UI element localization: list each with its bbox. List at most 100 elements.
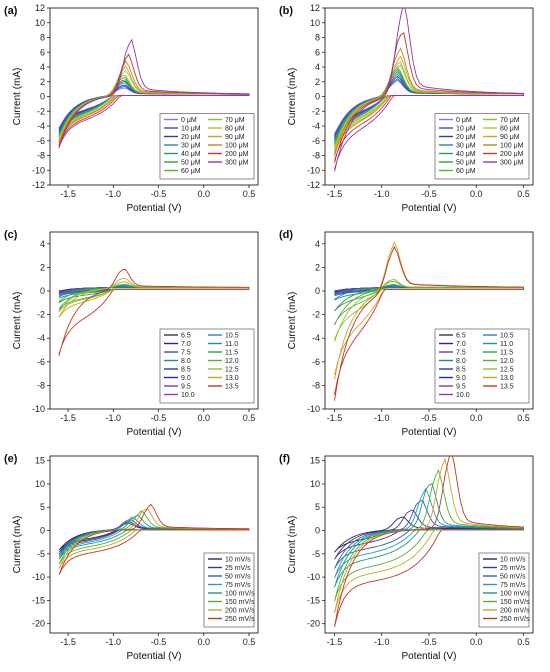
y-tick-label: 15 [310,456,320,466]
y-tick-label: -20 [32,619,45,629]
y-tick-label: -4 [312,333,320,343]
legend-label: 13.0 [225,375,239,382]
panel-d: (d) -1.5 -1.0 -0.5 0.0 0.5 -10 -8 -6 -4 -2 0 2 4 Poten… [275,224,550,448]
y-tick-label: 4 [40,62,45,72]
series-line [58,268,250,357]
legend-label: 0 μM [181,117,197,124]
y-tick-label: 5 [40,502,45,512]
x-axis-label: Potential (V) [401,203,456,214]
y-tick-label: -12 [32,180,45,190]
legend-label: 8.0 [181,358,191,365]
y-tick-label: -6 [312,136,320,146]
y-tick-label: 0 [40,526,45,536]
panel-c: (c) -1.5 -1.0 -0.5 0.0 0.5 -10 -8 -6 -4 -2 0 2 4 Poten… [0,224,275,448]
legend-label: 300 μM [500,160,524,167]
y-tick-label: 2 [40,77,45,87]
legend-label: 50 mV/s [500,574,526,581]
legend-label: 13.5 [500,384,514,391]
series-line [334,509,524,560]
series-line [334,8,524,172]
x-tick-label: 0.5 [517,189,530,199]
legend-label: 70 μM [500,117,520,124]
x-tick-label: -1.0 [374,413,390,423]
y-tick-label: -2 [312,106,320,116]
y-tick-label: -8 [37,151,45,161]
legend-label: 80 μM [225,126,245,133]
y-tick-label: -8 [312,380,320,390]
legend-label: 75 mV/s [500,582,526,589]
legend-label: 6.5 [456,333,466,340]
legend-label: 90 μM [225,134,245,141]
y-tick-label: -6 [37,357,45,367]
x-tick-label: -0.5 [421,189,437,199]
x-tick-label: -1.0 [374,189,390,199]
legend-label: 7.5 [456,350,466,357]
y-tick-label: -10 [32,572,45,582]
y-tick-label: 0 [315,92,320,102]
x-tick-label: -1.0 [106,413,122,423]
legend-label: 50 μM [456,160,476,167]
x-tick-label: -1.5 [60,413,76,423]
y-tick-label: -10 [307,165,320,175]
y-tick-label: -4 [312,121,320,131]
legend-box [478,552,530,628]
y-tick-label: -8 [312,151,320,161]
chart-a: (a) -1.5 -1.0 -0.5 0.0 0.5 -12 -10 -8 -6 -4 -2 0 2 4 6 8… [4,3,259,214]
legend-label: 100 μM [500,143,524,150]
legend-label: 10.0 [456,392,470,399]
legend-label: 10.5 [225,333,239,340]
panel-label: (b) [279,5,293,17]
x-tick-label: -0.5 [151,637,167,647]
panel-b: (b) -1.5 -1.0 -0.5 0.0 0.5 -12 -10 -8 -6 -4 -2 0 2 4 6 8… [275,0,550,224]
series-group [58,38,250,149]
x-tick-label: -0.5 [151,413,167,423]
y-tick-label: 12 [310,3,320,13]
y-axis-label: Current (mA) [12,516,23,574]
legend-label: 25 mV/s [225,565,251,572]
legend-label: 100 μM [225,143,249,150]
y-tick-label: 0 [315,286,320,296]
x-tick-label: -1.5 [327,413,343,423]
legend-label: 50 μM [181,160,201,167]
x-tick-label: -1.0 [106,637,122,647]
legend-label: 90 μM [500,134,520,141]
legend-label: 9.5 [181,384,191,391]
panel-label: (e) [4,453,18,465]
y-tick-label: -15 [307,595,320,605]
legend-label: 70 μM [225,117,245,124]
series-line [58,38,250,149]
legend-label: 10 mV/s [225,557,251,564]
y-tick-label: -2 [37,106,45,116]
legend-label: 40 μM [456,151,476,158]
y-tick-label: -10 [32,165,45,175]
series-line [334,245,524,401]
legend-label: 100 mV/s [500,591,530,598]
y-tick-label: -20 [307,619,320,629]
legend-box [434,113,530,180]
y-tick-label: 8 [40,33,45,43]
legend-label: 0 μM [456,117,472,124]
chart-e: (e) -1.5 -1.0 -0.5 0.0 0.5 -20 -15 -10 -5 0 5 10 15 Po… [4,453,259,662]
legend-label: 12.5 [500,367,514,374]
legend-label: 40 μM [181,151,201,158]
series-group [334,8,524,172]
x-tick-label: 0.0 [470,637,483,647]
series-line [58,503,250,576]
legend-box [159,328,255,404]
legend-label: 200 mV/s [225,608,255,615]
y-tick-label: -6 [37,136,45,146]
x-tick-label: -0.5 [421,413,437,423]
y-tick-label: 6 [315,47,320,57]
y-tick-label: 15 [35,456,45,466]
legend-label: 60 μM [456,168,476,175]
y-axis-label: Current (mA) [287,292,298,350]
x-axis-label: Potential (V) [126,651,181,662]
legend-label: 10 mV/s [500,557,526,564]
y-tick-label: 10 [310,479,320,489]
series-group [334,456,524,628]
legend-label: 8.5 [456,367,466,374]
x-tick-label: 0.0 [197,637,210,647]
y-axis-label: Current (mA) [287,516,298,574]
y-tick-label: -12 [307,180,320,190]
legend-label: 30 μM [456,143,476,150]
